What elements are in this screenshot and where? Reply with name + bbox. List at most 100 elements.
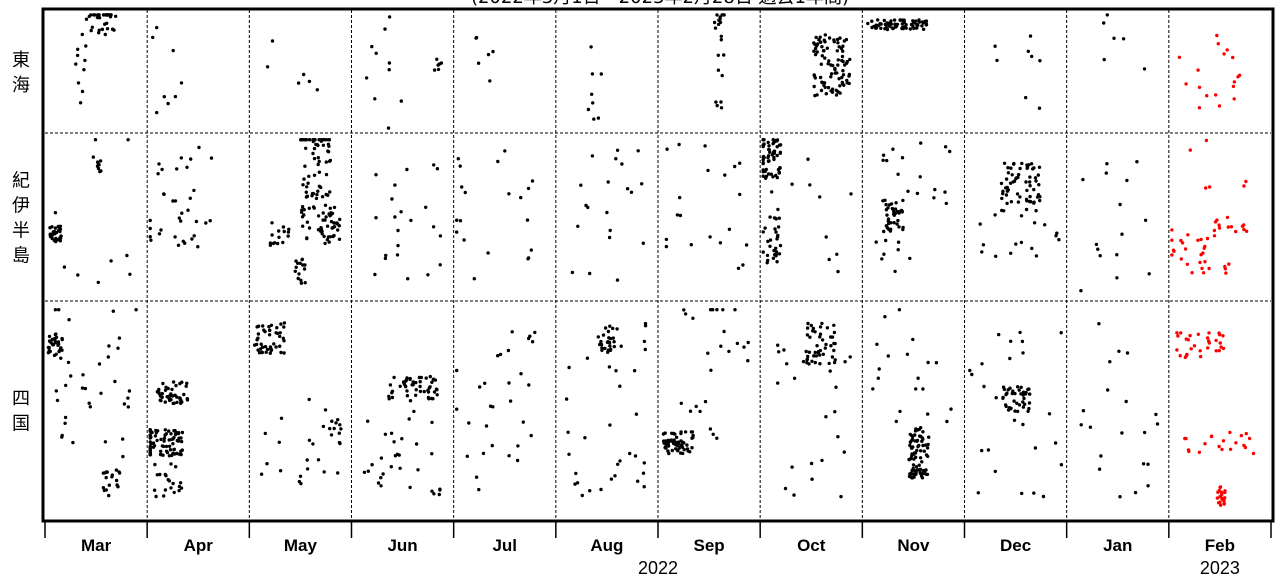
event-point (689, 243, 693, 247)
event-point (913, 439, 917, 443)
event-point (761, 144, 765, 148)
event-point (642, 339, 647, 344)
event-point (387, 397, 391, 401)
event-point (615, 327, 619, 331)
event-point (914, 387, 918, 391)
event-point (1021, 351, 1025, 355)
event-point (835, 49, 839, 53)
event-point (841, 49, 845, 53)
event-point (486, 52, 491, 57)
event-point (767, 147, 771, 152)
event-point (148, 448, 152, 453)
event-point (706, 168, 710, 173)
event-point (305, 194, 310, 198)
event-point (908, 256, 912, 261)
event-point (1222, 52, 1226, 56)
event-point (832, 360, 837, 365)
event-point (636, 479, 640, 483)
event-point (588, 489, 592, 493)
event-point (1099, 454, 1103, 458)
event-point (55, 398, 60, 403)
event-point (78, 101, 83, 105)
event-point (675, 213, 680, 217)
event-point (976, 491, 980, 495)
event-point (1094, 242, 1099, 247)
event-point (822, 38, 826, 42)
event-point (982, 384, 986, 389)
event-point (915, 26, 919, 30)
event-point (920, 460, 924, 464)
event-point (49, 340, 53, 345)
event-point (1023, 95, 1028, 100)
event-point (1018, 195, 1022, 199)
event-point (1135, 160, 1139, 164)
event-point (708, 235, 712, 239)
event-point (1214, 93, 1218, 97)
event-point (893, 269, 897, 274)
event-point (159, 449, 163, 453)
event-point (823, 85, 827, 90)
event-point (1028, 180, 1032, 184)
event-point (300, 257, 304, 261)
event-point (910, 437, 915, 442)
event-point (1034, 179, 1038, 183)
event-point (328, 190, 332, 194)
event-point (397, 453, 401, 457)
event-point (76, 273, 80, 277)
event-point (89, 13, 93, 17)
event-point (393, 215, 397, 219)
event-point (97, 362, 102, 366)
event-point (904, 23, 908, 27)
event-point (761, 161, 765, 165)
event-point (104, 475, 108, 480)
event-point (268, 243, 273, 247)
event-point (172, 490, 176, 495)
event-point (516, 444, 520, 448)
event-point (918, 471, 923, 476)
event-point (842, 450, 846, 454)
event-point (769, 172, 773, 176)
event-point (311, 151, 315, 156)
event-point (268, 351, 272, 355)
event-point (414, 442, 419, 446)
region-label-tokai: 東 (12, 50, 30, 71)
event-point (831, 63, 835, 68)
event-point (735, 341, 740, 346)
event-point (304, 146, 308, 150)
event-point (175, 400, 179, 405)
event-point (1054, 234, 1058, 238)
event-point (820, 80, 824, 84)
event-point (876, 18, 880, 22)
event-point (278, 334, 282, 339)
event-point (149, 238, 153, 242)
event-point (694, 404, 698, 409)
event-point (379, 476, 383, 480)
event-point (916, 23, 920, 27)
event-point (968, 368, 972, 373)
event-point (270, 233, 274, 237)
event-point (1125, 351, 1130, 355)
event-point (98, 169, 102, 174)
event-point (50, 236, 54, 241)
event-point (1199, 253, 1203, 257)
event-point (1175, 348, 1179, 352)
event-point (1142, 67, 1147, 71)
event-point (112, 28, 116, 32)
event-point (827, 257, 831, 262)
event-point (303, 164, 307, 168)
event-point (932, 196, 936, 200)
event-point (778, 243, 783, 248)
event-point (507, 192, 511, 196)
event-point (993, 213, 997, 217)
event-point (53, 211, 58, 215)
event-point (811, 326, 816, 331)
month-label: Oct (797, 536, 826, 555)
event-point (919, 449, 923, 453)
event-point (774, 173, 778, 178)
month-label: Jun (387, 536, 417, 555)
event-point (316, 228, 321, 232)
event-point (1197, 450, 1202, 454)
event-point (1027, 401, 1032, 405)
event-point (843, 360, 847, 364)
event-point (97, 163, 101, 167)
